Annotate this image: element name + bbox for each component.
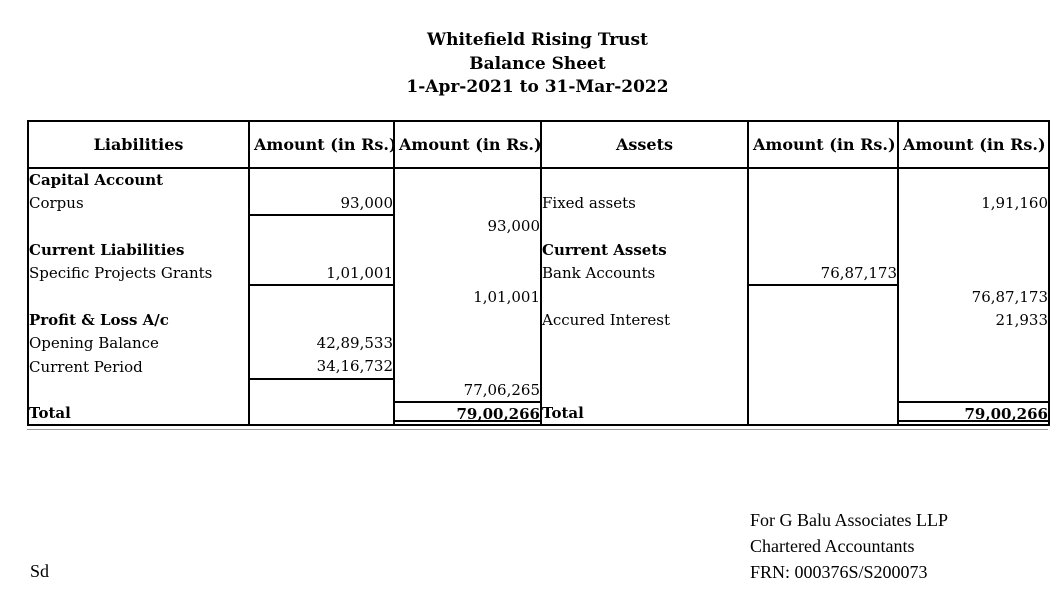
asset-amount-1-cell <box>747 401 899 426</box>
org-name: Whitefield Rising Trust <box>427 30 648 50</box>
asset-name-cell <box>540 331 749 356</box>
liability-name-cell: Capital Account <box>27 168 250 192</box>
table-row: Profit & Loss A/c Accured Interest 21,93… <box>27 308 1050 332</box>
liabilities-total-label-cell: Total <box>27 401 250 426</box>
asset-amount-2-cell <box>897 355 1050 379</box>
asset-name-cell <box>540 378 749 402</box>
asset-name-cell: Fixed assets <box>540 191 749 215</box>
table-row: Capital Account <box>27 168 1050 192</box>
asset-amount-1-cell <box>747 331 899 356</box>
asset-name-cell <box>540 214 749 239</box>
header-asset-amount-2: Amount (in Rs.) <box>897 120 1050 169</box>
liability-amount-2-cell <box>393 331 542 356</box>
asset-amount-2-cell: 1,91,160 <box>897 191 1050 215</box>
liability-amount-1-cell: 42,89,533 <box>248 331 395 356</box>
asset-amount-2-cell: 76,87,173 <box>897 284 1050 309</box>
liability-amount-2-cell <box>393 168 542 192</box>
table-row: Opening Balance 42,89,533 <box>27 331 1050 356</box>
liability-name-cell: Profit & Loss A/c <box>27 308 250 332</box>
liability-name-cell <box>27 378 250 402</box>
asset-name-cell: Accured Interest <box>540 308 749 332</box>
table-row: Current Liabilities Current Assets <box>27 238 1050 262</box>
signature-role: Chartered Accountants <box>750 536 915 556</box>
asset-amount-2-cell <box>897 261 1050 285</box>
liability-amount-1-cell: 34,16,732 <box>248 355 395 380</box>
liability-amount-2-cell <box>393 355 542 379</box>
liability-amount-1-cell: 1,01,001 <box>248 261 395 286</box>
header-liab-amount-1: Amount (in Rs.) <box>248 120 395 169</box>
signatory-mark: Sd <box>30 561 50 581</box>
assets-total-amount-cell: 79,00,266 <box>897 401 1050 426</box>
liability-amount-1-cell <box>248 168 395 192</box>
asset-amount-2-cell <box>897 214 1050 239</box>
liability-name-cell: Opening Balance <box>27 331 250 356</box>
table-row: 1,01,001 76,87,173 <box>27 284 1050 309</box>
table-row: Corpus 93,000 Fixed assets 1,91,160 <box>27 191 1050 216</box>
liabilities-total-amount-cell: 79,00,266 <box>393 401 542 426</box>
asset-name-cell: Current Assets <box>540 238 749 262</box>
liability-amount-2-cell <box>393 261 542 285</box>
header-assets: Assets <box>540 120 749 169</box>
assets-total-label-cell: Total <box>540 401 749 426</box>
asset-amount-2-cell <box>897 238 1050 262</box>
header-liab-amount-2: Amount (in Rs.) <box>393 120 542 169</box>
asset-amount-1-cell <box>747 214 899 239</box>
header-liabilities: Liabilities <box>27 120 250 169</box>
signature-block: For G Balu Associates LLP Chartered Acco… <box>750 507 948 585</box>
liability-name-cell: Current Period <box>27 355 250 379</box>
liability-amount-2-cell: 93,000 <box>393 214 542 239</box>
table-row: Specific Projects Grants 1,01,001 Bank A… <box>27 261 1050 286</box>
liability-amount-1-cell <box>248 214 395 239</box>
liability-amount-2-cell <box>393 191 542 215</box>
asset-amount-1-cell <box>747 284 899 309</box>
liability-amount-1-cell <box>248 308 395 332</box>
liability-amount-1-cell <box>248 238 395 262</box>
asset-amount-2-cell <box>897 168 1050 192</box>
asset-name-cell <box>540 168 749 192</box>
asset-amount-1-cell <box>747 378 899 402</box>
document-title: Whitefield Rising Trust Balance Sheet 1-… <box>27 29 1048 100</box>
liability-amount-2-cell: 1,01,001 <box>393 284 542 309</box>
table-bottom-rule <box>27 429 1048 431</box>
liability-name-cell: Current Liabilities <box>27 238 250 262</box>
liability-amount-2-cell <box>393 238 542 262</box>
balance-sheet: Liabilities Amount (in Rs.) Amount (in R… <box>27 120 1050 431</box>
asset-amount-1-cell: 76,87,173 <box>747 261 899 286</box>
asset-amount-1-cell <box>747 308 899 332</box>
table-row: 93,000 <box>27 214 1050 239</box>
liability-amount-1-cell <box>248 284 395 309</box>
signature-frn: FRN: 000376S/S200073 <box>750 562 928 582</box>
total-row: Total 79,00,266 Total 79,00,266 <box>27 401 1050 426</box>
liability-name-cell <box>27 284 250 309</box>
report-name: Balance Sheet <box>469 53 606 74</box>
asset-amount-2-cell: 21,933 <box>897 308 1050 332</box>
asset-amount-2-cell <box>897 331 1050 356</box>
asset-amount-1-cell <box>747 238 899 262</box>
liability-amount-2-cell: 77,06,265 <box>393 378 542 403</box>
liability-amount-1-cell <box>248 401 395 426</box>
liability-name-cell: Corpus <box>27 191 250 215</box>
table-row: 77,06,265 <box>27 378 1050 403</box>
liability-name-cell <box>27 214 250 239</box>
asset-name-cell <box>540 355 749 379</box>
asset-name-cell: Bank Accounts <box>540 261 749 285</box>
liability-amount-1-cell <box>248 378 395 402</box>
liability-amount-1-cell: 93,000 <box>248 191 395 216</box>
asset-amount-2-cell <box>897 378 1050 403</box>
header-row: Liabilities Amount (in Rs.) Amount (in R… <box>27 120 1050 169</box>
liability-name-cell: Specific Projects Grants <box>27 261 250 285</box>
header-asset-amount-1: Amount (in Rs.) <box>747 120 899 169</box>
asset-amount-1-cell <box>747 168 899 192</box>
table-row: Current Period 34,16,732 <box>27 355 1050 380</box>
asset-amount-1-cell <box>747 355 899 379</box>
balance-sheet-table: Liabilities Amount (in Rs.) Amount (in R… <box>27 120 1050 427</box>
signature-firm: For G Balu Associates LLP <box>750 510 948 530</box>
report-period: 1-Apr-2021 to 31-Mar-2022 <box>406 77 669 97</box>
liability-amount-2-cell <box>393 308 542 332</box>
asset-amount-1-cell <box>747 191 899 215</box>
asset-name-cell <box>540 284 749 309</box>
